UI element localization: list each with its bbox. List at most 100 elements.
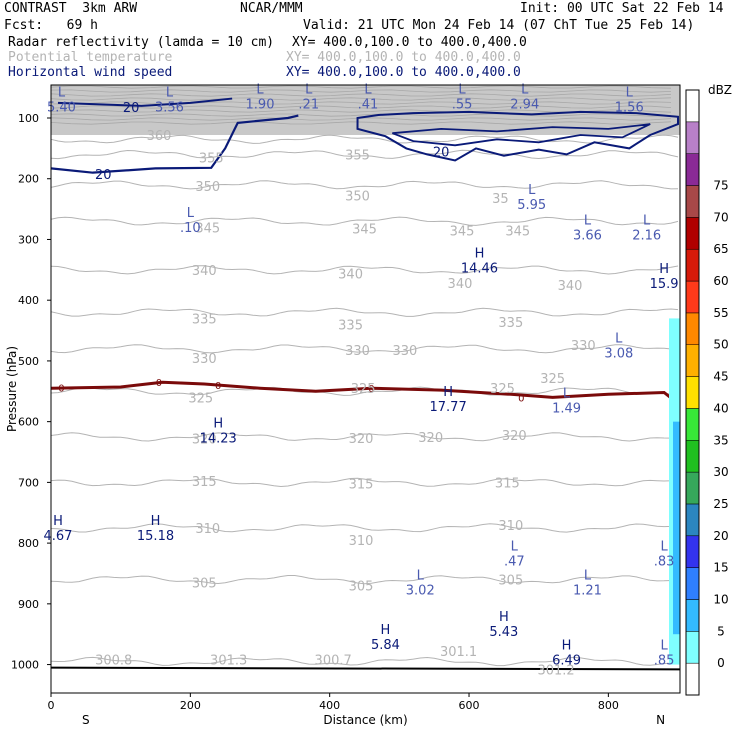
extremum-type: H	[659, 262, 669, 277]
colorbar-swatch	[685, 185, 700, 218]
field-theta: Potential temperature	[8, 50, 173, 65]
theta-contour-360	[50, 134, 679, 144]
extremum-type: H	[475, 247, 485, 262]
extremum-value: 5.43	[489, 625, 518, 640]
theta-label: 355	[345, 148, 370, 163]
extremum-L: L.47	[504, 539, 525, 569]
extrema-labels: L5.40L3.56L1.90L.21L.41L.55L2.94L1.56L.1…	[43, 83, 678, 669]
plot-frame	[50, 84, 681, 694]
extremum-value: 1.90	[246, 98, 275, 113]
freezing-label: 0	[215, 381, 221, 392]
extremum-type: L	[615, 332, 623, 347]
colorbar-label: 5	[717, 624, 725, 638]
freezing-level-line	[50, 380, 679, 405]
extremum-value: .41	[358, 98, 379, 113]
colorbar: 0 5 10 15 20 25 30 35 40 45 50 55 60 65 70 75 dBZ	[685, 83, 732, 696]
extremum-value: 1.21	[573, 584, 602, 599]
extremum-type: L	[660, 638, 668, 653]
extremum-value: 1.56	[615, 101, 644, 116]
theta-contour-330	[50, 344, 679, 354]
extremum-H: H6.49	[552, 638, 581, 668]
extremum-L: L.10	[180, 206, 201, 236]
extremum-value: .10	[180, 221, 201, 236]
extremum-type: L	[584, 569, 592, 584]
field-reflectivity: Radar reflectivity (lamda = 10 cm)	[8, 35, 275, 50]
theta-label: 345	[195, 221, 220, 236]
extremum-type: H	[562, 638, 572, 653]
extremum-value: .21	[298, 98, 319, 113]
theta-label: 350	[345, 190, 370, 205]
theta-contour-325	[50, 386, 679, 396]
theta-label: 330	[393, 344, 418, 359]
colorbar-label: 45	[713, 370, 728, 384]
theta-label: 325	[540, 372, 565, 387]
extremum-value: 15.9	[650, 277, 679, 292]
extremum-value: 3.02	[406, 584, 435, 599]
upper-theta-line	[50, 101, 672, 105]
theta-label: 320	[349, 432, 374, 447]
extremum-type: L	[626, 86, 634, 101]
wind-contour-20-right	[356, 110, 679, 162]
extremum-value: 4.67	[43, 529, 72, 544]
theta-label: 310	[498, 519, 523, 534]
north-label: N	[656, 713, 665, 727]
extremum-L: L5.40	[47, 86, 76, 116]
colorbar-swatch	[685, 599, 700, 632]
extremum-type: H	[381, 623, 391, 638]
theta-label: 340	[338, 267, 363, 282]
y-tick-label: 400	[18, 294, 39, 307]
theta-contour-355	[50, 149, 679, 160]
colorbar-swatch	[685, 153, 700, 186]
y-tick-label: 800	[18, 537, 39, 550]
colorbar-swatch	[685, 440, 700, 473]
colorbar-swatch	[685, 535, 700, 568]
extremum-H: H15.18	[137, 514, 174, 544]
theta-label: 320	[418, 431, 443, 446]
theta-label: 310	[195, 522, 220, 537]
y-tick-label: 700	[18, 476, 39, 489]
theta-label: 335	[498, 316, 523, 331]
extremum-type: L	[58, 86, 66, 101]
extremum-type: L	[643, 213, 651, 228]
extremum-L: L2.94	[510, 83, 539, 113]
colorbar-swatch	[685, 280, 700, 314]
y-axis-label: Pressure (hPa)	[5, 346, 19, 432]
extremum-H: H15.9	[650, 262, 679, 292]
reflectivity-band	[673, 421, 680, 635]
theta-label: 305	[498, 574, 523, 589]
theta-contour-340	[50, 265, 679, 275]
colorbar-label: 10	[713, 592, 728, 606]
freezing-label: 0	[156, 378, 162, 389]
extremum-value: 5.40	[47, 101, 76, 116]
extremum-type: L	[528, 183, 536, 198]
theta-label: 301.3	[210, 654, 247, 669]
theta-contour-335	[50, 307, 679, 317]
extremum-type: L	[458, 83, 466, 98]
init-time: Init: 00 UTC Sat 22 Feb 14	[520, 1, 724, 16]
x-tick-label: 600	[459, 699, 480, 712]
theta-label: 300.7	[315, 654, 352, 669]
y-tick-label: 100	[18, 112, 39, 125]
extremum-H: H14.46	[461, 247, 498, 277]
y-tick-label: 600	[18, 416, 39, 429]
colorbar-swatch	[685, 662, 700, 696]
colorbar-label: 55	[713, 306, 728, 320]
theta-label: 330	[571, 339, 596, 354]
colorbar-swatch	[685, 503, 700, 537]
colorbar-label: 30	[713, 465, 728, 479]
colorbar-label: 20	[713, 529, 728, 543]
extremum-value: 2.16	[632, 228, 661, 243]
theta-label: 345	[505, 224, 530, 239]
extremum-value: 17.77	[430, 400, 467, 415]
extremum-type: L	[364, 83, 372, 98]
colorbar-swatch	[685, 408, 700, 441]
extremum-type: L	[584, 213, 592, 228]
theta-label: 300.8	[95, 654, 132, 669]
extremum-L: L.55	[452, 83, 473, 113]
extremum-type: L	[166, 86, 174, 101]
extremum-value: 15.18	[137, 529, 174, 544]
extremum-L: L3.66	[573, 213, 602, 243]
theta-label: 320	[502, 429, 527, 444]
